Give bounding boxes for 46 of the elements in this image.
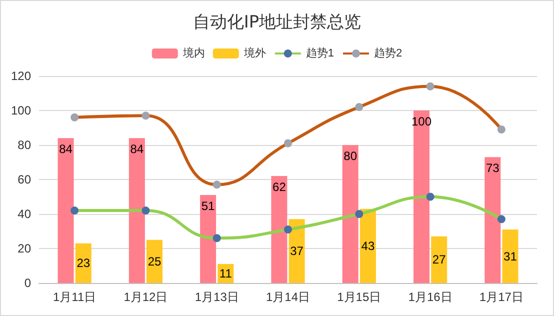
- y-tick-label: 60: [18, 172, 32, 186]
- legend-label: 趋势2: [374, 46, 402, 60]
- x-tick-label: 1月15日: [337, 290, 382, 304]
- data-label: 37: [290, 244, 304, 258]
- data-label: 73: [486, 161, 500, 176]
- bar: [431, 236, 448, 283]
- bar: [58, 138, 74, 283]
- y-tick-label: 120: [10, 69, 32, 83]
- bar: [146, 240, 163, 283]
- y-tick-label: 20: [18, 242, 32, 256]
- bar: [271, 176, 288, 283]
- x-tick-label: 1月16日: [408, 290, 452, 304]
- data-label: 100: [411, 114, 432, 128]
- bar: [75, 243, 92, 283]
- data-label: 84: [130, 142, 144, 156]
- x-tick-label: 1月12日: [124, 290, 168, 304]
- x-tick-label: 1月13日: [194, 290, 239, 304]
- data-label: 25: [148, 254, 162, 268]
- x-tick-label: 1月17日: [479, 290, 524, 304]
- bar: [360, 208, 376, 283]
- data-label: 80: [344, 149, 358, 163]
- y-tick-label: 100: [10, 104, 32, 118]
- data-label: 23: [76, 256, 90, 270]
- data-label: 84: [59, 142, 73, 156]
- data-label: 11: [219, 266, 232, 281]
- y-tick-label: 0: [24, 276, 32, 290]
- chart-title: 自动化IP地址封禁总览: [192, 12, 362, 32]
- legend-label: 境内: [182, 46, 205, 60]
- bar: [128, 138, 145, 283]
- bar: [200, 195, 216, 283]
- bar: [288, 219, 305, 283]
- data-label: 43: [361, 238, 375, 253]
- data-label: 27: [432, 252, 446, 267]
- data-label: 31: [504, 249, 518, 264]
- data-label: 62: [272, 180, 286, 194]
- legend-label: 境外: [242, 46, 266, 60]
- data-label: 51: [201, 199, 216, 214]
- bar: [502, 230, 518, 283]
- legend-label: 趋势1: [306, 46, 334, 60]
- bar: [484, 157, 501, 283]
- y-tick-label: 80: [18, 138, 32, 152]
- x-tick-label: 1月14日: [266, 290, 310, 304]
- bar: [413, 110, 430, 283]
- bar: [342, 145, 358, 283]
- x-tick-label: 1月11日: [53, 290, 96, 304]
- y-tick-label: 40: [18, 207, 32, 221]
